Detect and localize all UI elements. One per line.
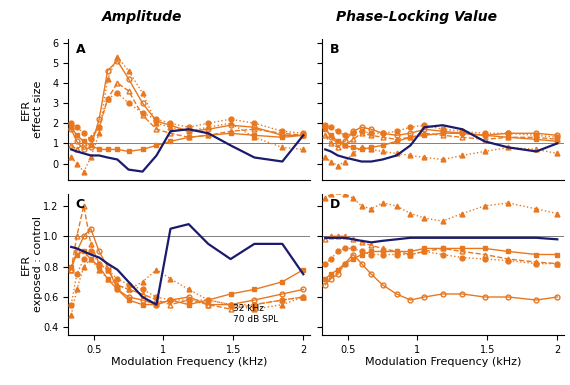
Text: Amplitude: Amplitude <box>102 10 183 24</box>
Y-axis label: EFR
exposed : control: EFR exposed : control <box>21 216 43 312</box>
Text: 32 kHz
70 dB SPL: 32 kHz 70 dB SPL <box>233 304 278 324</box>
Text: A: A <box>76 43 86 56</box>
Text: Phase-Locking Value: Phase-Locking Value <box>336 10 496 24</box>
Text: B: B <box>329 43 339 56</box>
X-axis label: Modulation Frequency (kHz): Modulation Frequency (kHz) <box>111 357 267 367</box>
X-axis label: Modulation Frequency (kHz): Modulation Frequency (kHz) <box>365 357 522 367</box>
Y-axis label: EFR
effect size: EFR effect size <box>21 80 43 138</box>
Legend: $\it{Vx}$ - $\it{Pinna}_D$ (G1a), $\it{Pinna}_D$ - $\it{Pinna}_D$ (G1a), $\it{Vx: $\it{Vx}$ - $\it{Pinna}_D$ (G1a), $\it{P… <box>430 43 543 128</box>
Text: C: C <box>76 198 85 211</box>
Text: D: D <box>329 198 340 211</box>
